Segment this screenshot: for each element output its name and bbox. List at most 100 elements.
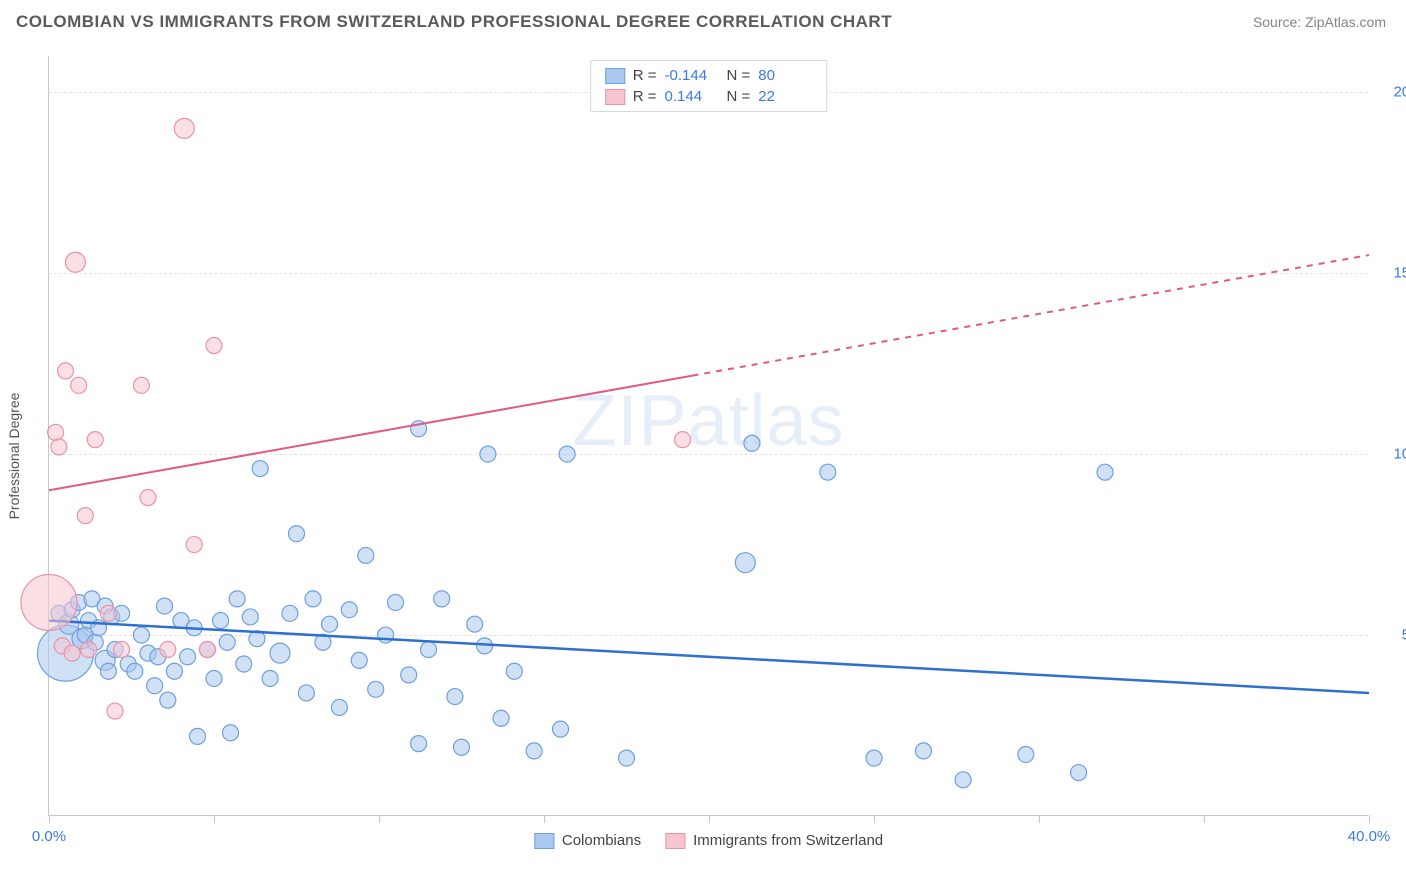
- regression-line-dashed: [693, 255, 1370, 376]
- legend-n-prefix: N =: [727, 88, 751, 105]
- scatter-point: [51, 439, 67, 455]
- scatter-point: [147, 678, 163, 694]
- scatter-point: [298, 685, 314, 701]
- legend-r-value: -0.144: [665, 67, 719, 84]
- scatter-point: [421, 642, 437, 658]
- legend-swatch: [605, 89, 625, 105]
- scatter-point: [157, 598, 173, 614]
- y-tick-label: 20.0%: [1376, 84, 1406, 101]
- scatter-point: [219, 634, 235, 650]
- legend-label: Colombians: [562, 832, 641, 849]
- scatter-point: [206, 338, 222, 354]
- scatter-point: [282, 605, 298, 621]
- series-legend: Colombians Immigrants from Switzerland: [534, 832, 883, 849]
- scatter-point: [322, 616, 338, 632]
- scatter-point: [454, 739, 470, 755]
- scatter-point: [223, 725, 239, 741]
- scatter-point: [675, 432, 691, 448]
- legend-r-prefix: R =: [633, 88, 657, 105]
- scatter-point: [160, 642, 176, 658]
- scatter-point: [100, 605, 116, 621]
- scatter-point: [388, 594, 404, 610]
- x-tick: [379, 815, 380, 823]
- scatter-point: [133, 377, 149, 393]
- scatter-point: [252, 461, 268, 477]
- scatter-point: [735, 553, 755, 573]
- x-tick: [1369, 815, 1370, 823]
- scatter-point: [744, 435, 760, 451]
- legend-item: Colombians: [534, 832, 641, 849]
- scatter-point: [351, 652, 367, 668]
- scatter-point: [289, 526, 305, 542]
- scatter-point: [480, 446, 496, 462]
- scatter-point: [199, 642, 215, 658]
- scatter-point: [21, 574, 77, 630]
- scatter-point: [242, 609, 258, 625]
- legend-row: R = -0.144 N = 80: [605, 65, 813, 86]
- x-tick: [874, 815, 875, 823]
- scatter-point: [434, 591, 450, 607]
- legend-n-value: 80: [758, 67, 812, 84]
- scatter-point: [467, 616, 483, 632]
- scatter-point: [1018, 746, 1034, 762]
- scatter-point: [160, 692, 176, 708]
- scatter-point: [64, 645, 80, 661]
- y-tick-label: 15.0%: [1376, 265, 1406, 282]
- legend-n-prefix: N =: [727, 67, 751, 84]
- source-attribution: Source: ZipAtlas.com: [1253, 14, 1386, 30]
- scatter-point: [107, 703, 123, 719]
- scatter-point: [229, 591, 245, 607]
- scatter-point: [236, 656, 252, 672]
- scatter-point: [305, 591, 321, 607]
- legend-swatch: [534, 833, 554, 849]
- scatter-point: [174, 118, 194, 138]
- x-tick: [544, 815, 545, 823]
- legend-row: R = 0.144 N = 22: [605, 86, 813, 107]
- scatter-point: [262, 670, 278, 686]
- scatter-point: [206, 670, 222, 686]
- plot-area: ZIPatlas R =-0.144N =80R =0.144N =22 Col…: [48, 56, 1368, 816]
- scatter-point: [1097, 464, 1113, 480]
- scatter-point: [401, 667, 417, 683]
- x-tick: [1204, 815, 1205, 823]
- scatter-point: [1071, 765, 1087, 781]
- scatter-point: [553, 721, 569, 737]
- legend-swatch: [605, 68, 625, 84]
- scatter-point: [48, 424, 64, 440]
- scatter-point: [411, 736, 427, 752]
- scatter-point: [140, 490, 156, 506]
- scatter-point: [213, 613, 229, 629]
- x-tick-label: 40.0%: [1348, 828, 1391, 845]
- legend-item: Immigrants from Switzerland: [665, 832, 883, 849]
- scatter-point: [270, 643, 290, 663]
- legend-r-value: 0.144: [665, 88, 719, 105]
- scatter-point: [186, 537, 202, 553]
- scatter-point: [447, 689, 463, 705]
- scatter-point: [331, 699, 347, 715]
- legend-n-value: 22: [758, 88, 812, 105]
- scatter-point: [77, 508, 93, 524]
- scatter-point: [180, 649, 196, 665]
- scatter-svg: [49, 56, 1368, 815]
- legend-swatch: [665, 833, 685, 849]
- y-axis-label: Professional Degree: [6, 393, 22, 520]
- x-tick: [709, 815, 710, 823]
- x-tick: [214, 815, 215, 823]
- scatter-point: [341, 602, 357, 618]
- scatter-point: [127, 663, 143, 679]
- legend-label: Immigrants from Switzerland: [693, 832, 883, 849]
- legend-r-prefix: R =: [633, 67, 657, 84]
- scatter-point: [133, 627, 149, 643]
- x-tick: [1039, 815, 1040, 823]
- scatter-point: [619, 750, 635, 766]
- y-tick-label: 5.0%: [1376, 627, 1406, 644]
- scatter-point: [58, 363, 74, 379]
- scatter-point: [87, 432, 103, 448]
- scatter-point: [368, 681, 384, 697]
- chart-container: Professional Degree ZIPatlas R =-0.144N …: [48, 56, 1368, 856]
- chart-title: COLOMBIAN VS IMMIGRANTS FROM SWITZERLAND…: [16, 12, 892, 32]
- scatter-point: [114, 642, 130, 658]
- scatter-point: [71, 377, 87, 393]
- scatter-point: [559, 446, 575, 462]
- scatter-point: [955, 772, 971, 788]
